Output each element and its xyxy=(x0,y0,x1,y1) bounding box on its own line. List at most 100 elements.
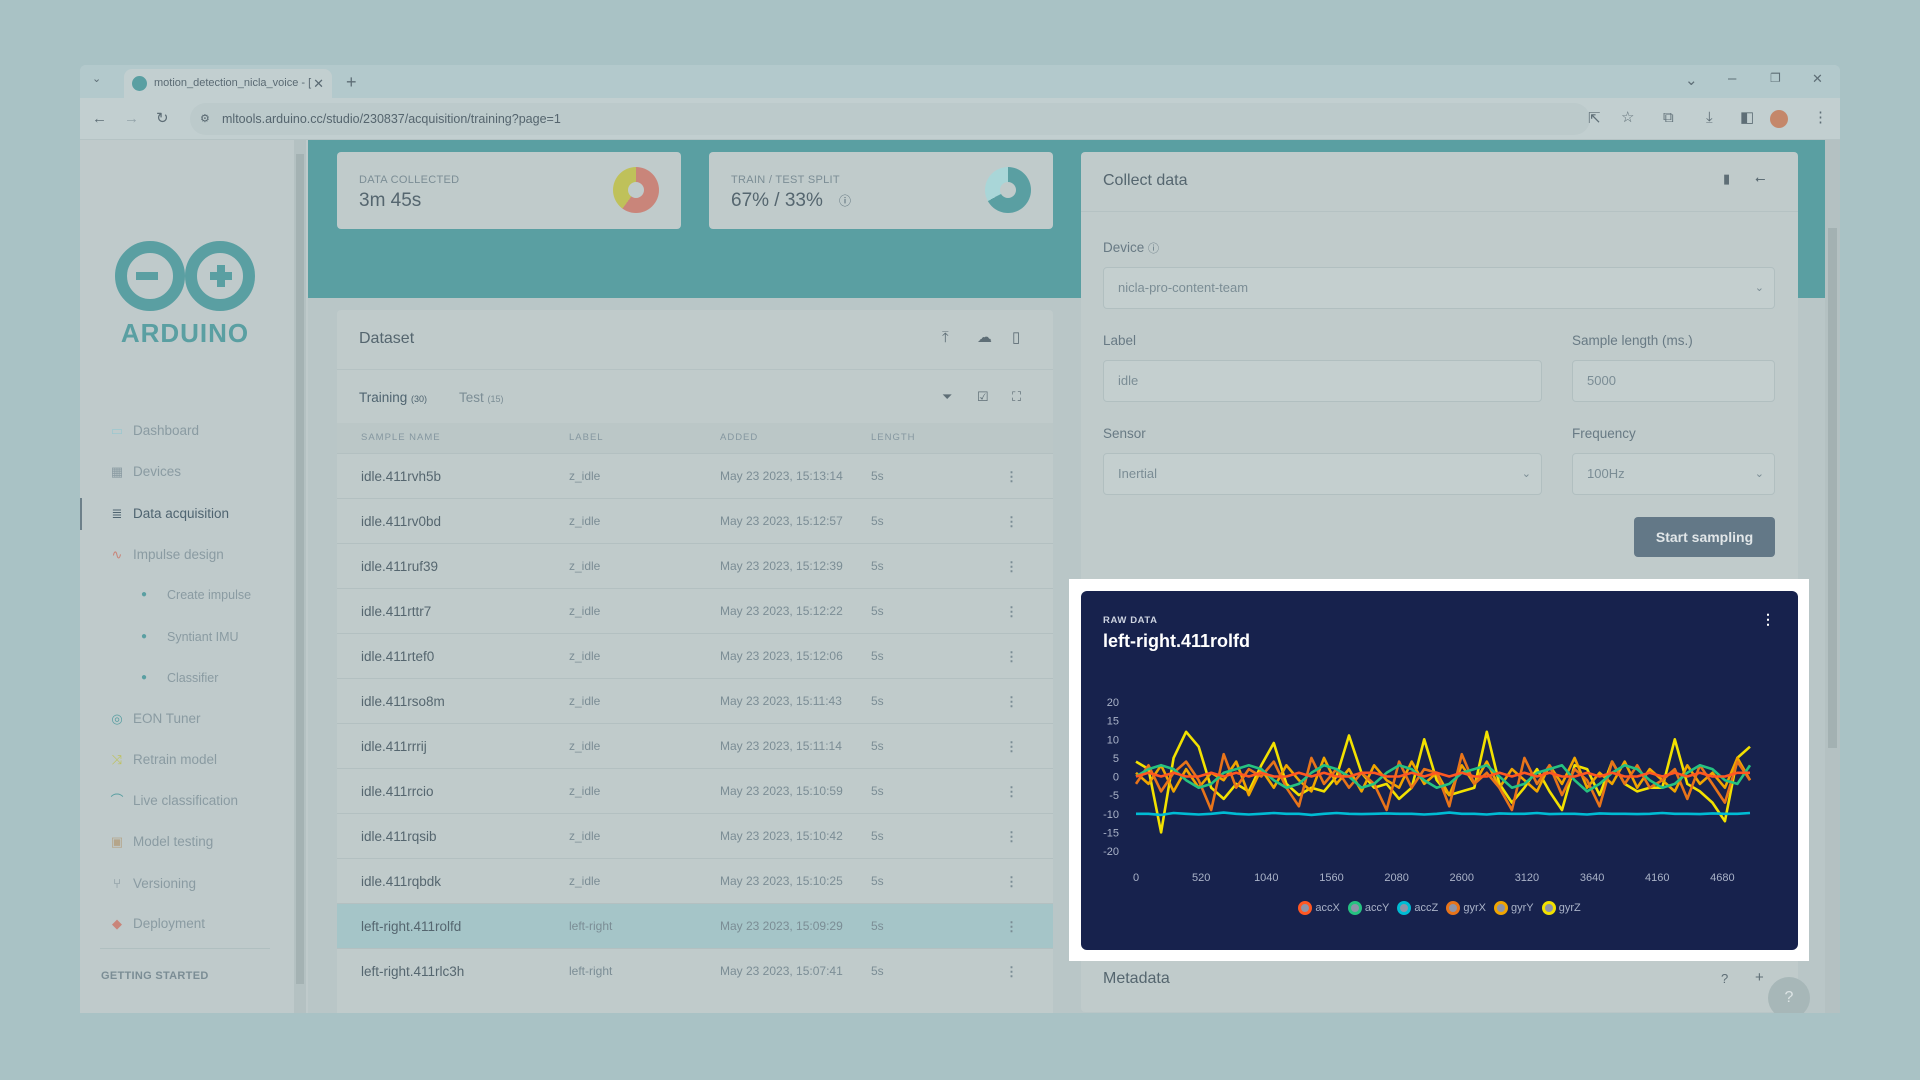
sidebar-item-create-impulse[interactable]: ● Create impulse xyxy=(108,583,288,607)
new-tab-icon[interactable]: + xyxy=(346,72,357,92)
table-row[interactable]: idle.411ruf39 z_idle May 23 2023, 15:12:… xyxy=(337,543,1053,588)
table-row[interactable]: idle.411rrrij z_idle May 23 2023, 15:11:… xyxy=(337,723,1053,768)
back-icon[interactable]: ← xyxy=(92,110,107,127)
share-icon[interactable]: ⇱ xyxy=(1588,110,1601,127)
table-row[interactable]: left-right.411rlc3h left-right May 23 20… xyxy=(337,948,1053,993)
sample-name[interactable]: idle.411rqsib xyxy=(361,829,437,844)
tab-test[interactable]: Test (15) xyxy=(459,390,504,405)
table-row[interactable]: idle.411rtef0 z_idle May 23 2023, 15:12:… xyxy=(337,633,1053,678)
row-menu-icon[interactable]: ⋮ xyxy=(1005,604,1018,619)
table-row[interactable]: left-right.411rolfd left-right May 23 20… xyxy=(337,903,1053,948)
table-row[interactable]: idle.411rv0bd z_idle May 23 2023, 15:12:… xyxy=(337,498,1053,543)
expand-icon[interactable]: ⛶ xyxy=(1012,389,1022,404)
sample-name[interactable]: left-right.411rolfd xyxy=(361,919,462,934)
row-menu-icon[interactable]: ⋮ xyxy=(1005,964,1018,979)
sidebar-item-retrain-model[interactable]: ⤨ Retrain model xyxy=(108,748,288,772)
sample-name[interactable]: idle.411rv0bd xyxy=(361,514,442,529)
legend-item-accY[interactable]: accY xyxy=(1347,901,1389,915)
sample-length: 5s xyxy=(871,739,884,753)
help-icon[interactable]: ⓘ xyxy=(839,194,852,208)
sidebar-item-dashboard[interactable]: ▭ Dashboard xyxy=(108,419,288,443)
row-menu-icon[interactable]: ⋮ xyxy=(1005,514,1018,529)
sample-name[interactable]: idle.411rvh5b xyxy=(361,469,442,484)
legend-item-accZ[interactable]: accZ xyxy=(1397,901,1438,915)
frequency-select[interactable]: 100Hz ⌄ xyxy=(1572,453,1775,495)
start-sampling-button[interactable]: Start sampling xyxy=(1634,517,1775,557)
usb-icon[interactable]: ⭠ xyxy=(1755,171,1766,186)
help-icon[interactable]: ? xyxy=(1721,971,1729,986)
sensor-select[interactable]: Inertial ⌄ xyxy=(1103,453,1542,495)
help-chat-button[interactable]: ? xyxy=(1768,977,1810,1013)
download-icon[interactable]: ⤓ xyxy=(1706,109,1713,126)
table-row[interactable]: idle.411rqbdk z_idle May 23 2023, 15:10:… xyxy=(337,858,1053,903)
sidebar-scrollbar[interactable] xyxy=(294,140,306,1013)
sample-name[interactable]: idle.411rrcio xyxy=(361,784,434,799)
add-metadata-icon[interactable]: + xyxy=(1755,969,1764,986)
sidebar-item-devices[interactable]: ▦ Devices xyxy=(108,460,288,484)
sample-length-input[interactable]: 5000 xyxy=(1572,360,1775,402)
device-select[interactable]: nicla-pro-content-team ⌄ xyxy=(1103,267,1775,309)
profile-avatar[interactable] xyxy=(1770,110,1788,128)
browser-menu-icon[interactable]: ⋮ xyxy=(1813,109,1828,126)
row-menu-icon[interactable]: ⋮ xyxy=(1005,694,1018,709)
sidebar-item-impulse-design[interactable]: ∿ Impulse design xyxy=(108,543,288,567)
sidebar-item-live-classification[interactable]: ⌒ Live classification xyxy=(108,789,288,813)
row-menu-icon[interactable]: ⋮ xyxy=(1005,784,1018,799)
row-menu-icon[interactable]: ⋮ xyxy=(1005,829,1018,844)
close-window-icon[interactable]: ✕ xyxy=(1812,71,1823,86)
sample-name[interactable]: left-right.411rlc3h xyxy=(361,964,465,979)
legend-item-gyrZ[interactable]: gyrZ xyxy=(1541,901,1581,915)
row-menu-icon[interactable]: ⋮ xyxy=(1005,739,1018,754)
row-menu-icon[interactable]: ⋮ xyxy=(1005,649,1018,664)
cloud-upload-icon[interactable]: ☁ xyxy=(977,329,992,346)
sample-name[interactable]: idle.411rso8m xyxy=(361,694,445,709)
minimize-icon[interactable]: – xyxy=(1728,70,1737,87)
url-input[interactable]: ⚙ mltools.arduino.cc/studio/230837/acqui… xyxy=(190,103,1590,135)
bookmark-star-icon[interactable]: ☆ xyxy=(1621,109,1635,126)
extensions-icon[interactable]: ⧉ xyxy=(1663,109,1674,126)
label-input[interactable]: idle xyxy=(1103,360,1542,402)
page-scrollbar[interactable] xyxy=(1825,140,1840,1013)
legend-item-gyrX[interactable]: gyrX xyxy=(1446,901,1486,915)
upload-icon[interactable]: ⤒ xyxy=(942,329,949,346)
sidebar-item-model-testing[interactable]: ▣ Model testing xyxy=(108,830,288,854)
legend-item-accX[interactable]: accX xyxy=(1298,901,1340,915)
sidebar-item-syntiant-imu[interactable]: ● Syntiant IMU xyxy=(108,625,288,649)
sample-name[interactable]: idle.411rttr7 xyxy=(361,604,432,619)
reload-icon[interactable]: ↻ xyxy=(156,110,169,127)
sample-name[interactable]: idle.411rqbdk xyxy=(361,874,442,889)
sidebar-item-deployment[interactable]: ◆ Deployment xyxy=(108,912,288,936)
site-settings-icon[interactable]: ⚙ xyxy=(200,113,210,125)
row-menu-icon[interactable]: ⋮ xyxy=(1005,559,1018,574)
sample-name[interactable]: idle.411ruf39 xyxy=(361,559,439,574)
side-panel-icon[interactable]: ◧ xyxy=(1740,109,1755,126)
export-file-icon[interactable]: ▯ xyxy=(1012,329,1021,346)
forward-icon[interactable]: → xyxy=(124,110,139,127)
table-row[interactable]: idle.411rqsib z_idle May 23 2023, 15:10:… xyxy=(337,813,1053,858)
sidebar-item-eon-tuner[interactable]: ◎ EON Tuner xyxy=(108,707,288,731)
sample-name[interactable]: idle.411rrrij xyxy=(361,739,427,754)
help-icon[interactable]: ⓘ xyxy=(1148,243,1160,255)
device-chip-icon[interactable]: ▮ xyxy=(1723,171,1731,186)
tab-search-icon[interactable]: ⌄ xyxy=(1685,72,1698,89)
sidebar-item-versioning[interactable]: ⑂ Versioning xyxy=(108,872,288,896)
close-tab-icon[interactable]: ✕ xyxy=(313,76,324,91)
table-row[interactable]: idle.411rvh5b z_idle May 23 2023, 15:13:… xyxy=(337,453,1053,498)
browser-tab[interactable]: motion_detection_nicla_voice - [ ✕ xyxy=(124,69,332,98)
sidebar-item-data-acquisition[interactable]: ≣ Data acquisition xyxy=(108,502,288,526)
table-row[interactable]: idle.411rrcio z_idle May 23 2023, 15:10:… xyxy=(337,768,1053,813)
legend-item-gyrY[interactable]: gyrY xyxy=(1493,901,1534,915)
restore-icon[interactable]: ❐ xyxy=(1770,71,1781,85)
table-row[interactable]: idle.411rso8m z_idle May 23 2023, 15:11:… xyxy=(337,678,1053,723)
sidebar-item-classifier[interactable]: ● Classifier xyxy=(108,666,288,690)
chart-menu-icon[interactable]: ⋮ xyxy=(1761,611,1775,627)
tab-list-chevron-icon[interactable]: ⌄ xyxy=(92,73,102,85)
row-menu-icon[interactable]: ⋮ xyxy=(1005,919,1018,934)
filter-icon[interactable]: ⏷ xyxy=(942,389,953,404)
select-checkbox-icon[interactable]: ☑ xyxy=(977,389,989,404)
row-menu-icon[interactable]: ⋮ xyxy=(1005,469,1018,484)
row-menu-icon[interactable]: ⋮ xyxy=(1005,874,1018,889)
tab-training[interactable]: Training (30) xyxy=(359,390,427,405)
table-row[interactable]: idle.411rttr7 z_idle May 23 2023, 15:12:… xyxy=(337,588,1053,633)
sample-name[interactable]: idle.411rtef0 xyxy=(361,649,435,664)
